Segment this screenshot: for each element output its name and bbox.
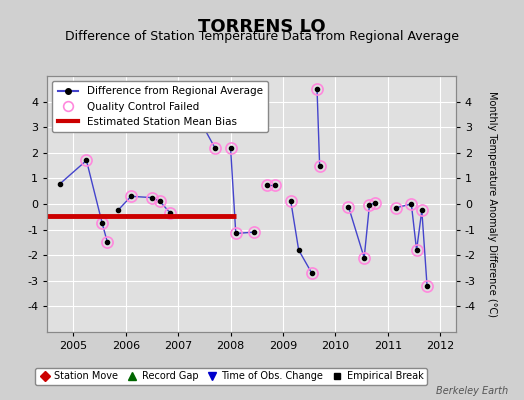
Legend: Station Move, Record Gap, Time of Obs. Change, Empirical Break: Station Move, Record Gap, Time of Obs. C… <box>35 368 428 385</box>
Text: Berkeley Earth: Berkeley Earth <box>436 386 508 396</box>
Text: Difference of Station Temperature Data from Regional Average: Difference of Station Temperature Data f… <box>65 30 459 43</box>
Text: TORRENS LO: TORRENS LO <box>198 18 326 36</box>
Y-axis label: Monthly Temperature Anomaly Difference (°C): Monthly Temperature Anomaly Difference (… <box>487 91 497 317</box>
